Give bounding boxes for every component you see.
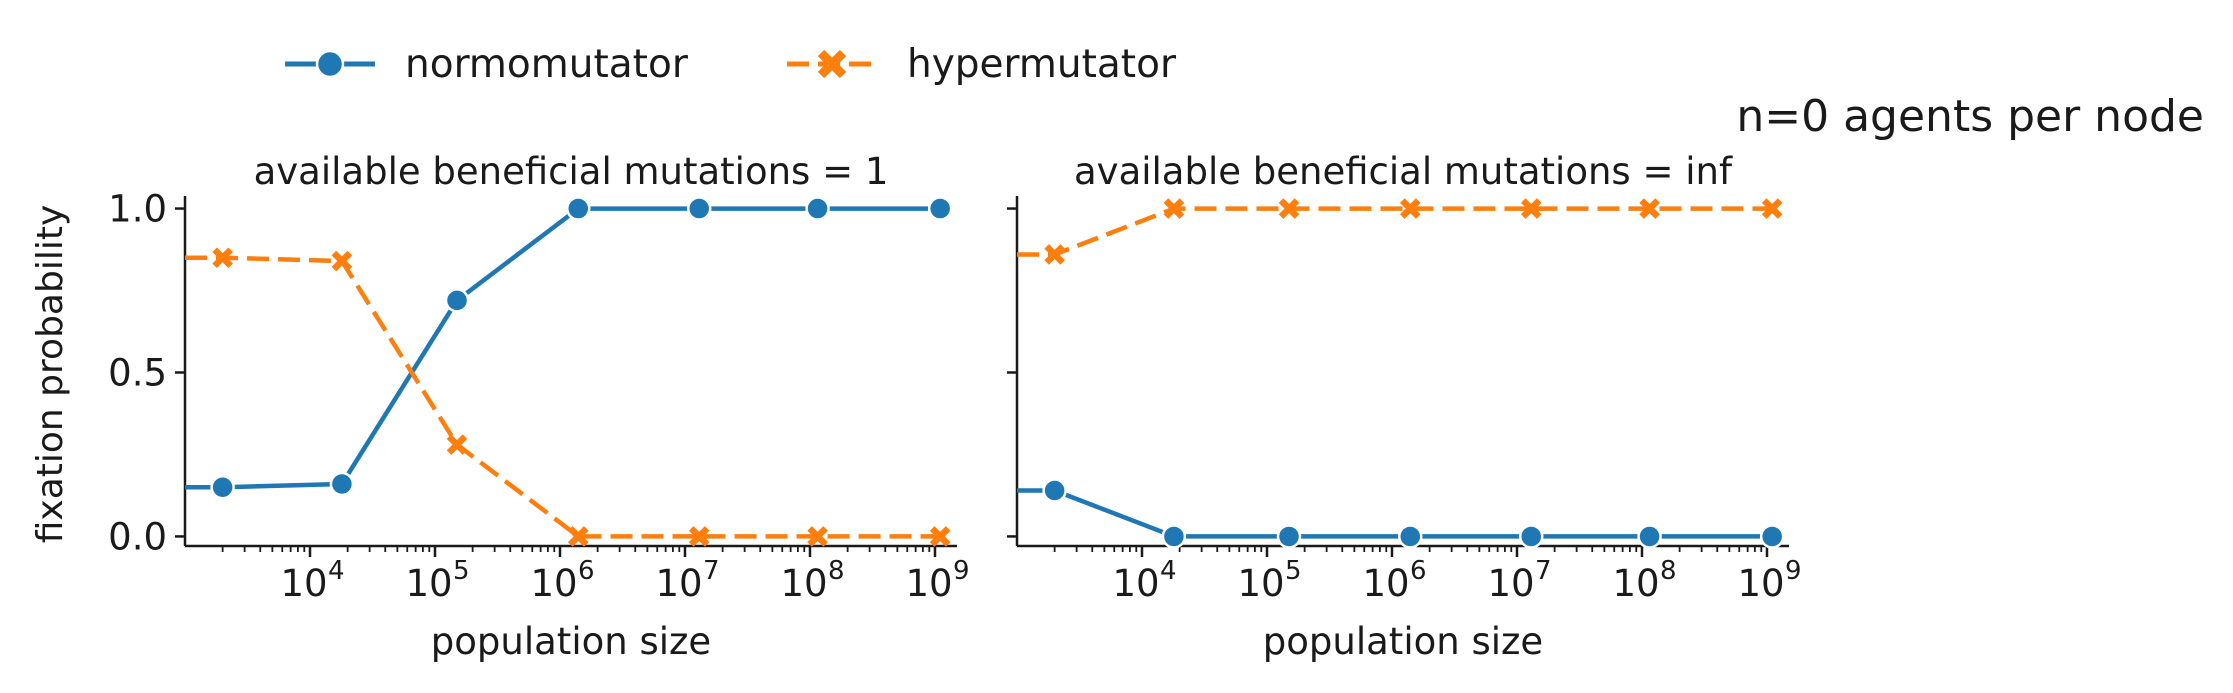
panel-2-line-normomutator [1017, 488, 1773, 539]
panel-2-point-normomutator [1518, 524, 1544, 549]
panel-2-point-hypermutator [1278, 198, 1300, 219]
legend-label-normomutator: normomutator [405, 42, 689, 87]
panel-1-point-hypermutator [331, 250, 353, 272]
panel-2-point-normomutator [1398, 524, 1423, 549]
panel-1-point-normomutator [210, 475, 235, 500]
legend-item-hypermutator: hypermutator [787, 42, 1177, 87]
panel-1-x-tick-exponent: 7 [703, 556, 720, 586]
panel-2-x-tick-exponent: 8 [1660, 556, 1677, 586]
panel-2-x-tick-label: 10 [1112, 562, 1159, 605]
panel-1-axes: 0.00.51.010 4 10 5 10 6 10 7 10 8 10 9 [108, 188, 969, 605]
panel-1-x-tick-label: 10 [905, 562, 952, 605]
panel-1-markers [210, 196, 953, 547]
panel-1-point-hypermutator [212, 247, 233, 269]
panel-1-x-tick-exponent: 8 [828, 556, 845, 586]
panel-2-x-tick-label: 10 [1487, 562, 1534, 605]
panel-2-x-tick-exponent: 4 [1160, 556, 1177, 586]
legend-item-normomutator: normomutator [285, 42, 689, 87]
panel-1-title: available beneficial mutations = 1 [254, 150, 889, 193]
panel-1-x-tick-label: 10 [655, 562, 702, 605]
panel-1-x-tick-label: 10 [280, 562, 327, 605]
y-axis-label: fixation probability [30, 205, 71, 544]
panel-2-x-tick-exponent: 7 [1535, 556, 1552, 586]
panel-2-x-tick-label: 10 [1612, 562, 1659, 605]
panel-2-markers [1042, 198, 1785, 549]
panel-1-point-normomutator [444, 288, 470, 313]
panel-2-point-hypermutator [1044, 244, 1065, 265]
legend-marker-hypermutator [817, 49, 847, 79]
panel-1-x-tick-label: 10 [780, 562, 827, 605]
panel-1-point-normomutator [329, 471, 355, 497]
panel-2-line-hypermutator [1017, 206, 1773, 257]
panel-1-lines [185, 206, 941, 539]
panel-1-point-normomutator [686, 196, 712, 221]
panel-1-x-tick-exponent: 5 [453, 556, 470, 586]
panel-2-point-hypermutator [1761, 198, 1783, 219]
panel-1-point-normomutator [805, 196, 830, 221]
panel-2-title: available beneficial mutations = inf [1074, 150, 1733, 193]
panel-2-lines [1017, 206, 1773, 539]
panel-2-point-normomutator [1276, 524, 1302, 549]
legend-label-hypermutator: hypermutator [907, 42, 1177, 87]
panel-2-x-tick-exponent: 5 [1285, 556, 1302, 586]
panel-1-x-tick-label: 10 [530, 562, 577, 605]
panel-2-x-tick-label: 10 [1362, 562, 1409, 605]
panel-2-point-normomutator [1161, 524, 1187, 549]
panel-2-xlabel: population size [1263, 620, 1543, 663]
panel-2-point-normomutator [1759, 524, 1785, 549]
panel-1-point-hypermutator [929, 526, 951, 547]
panel-1-x-tick-exponent: 9 [953, 556, 970, 586]
figure-suptitle: n=0 agents per node [1736, 91, 2204, 142]
panel-1-x-tick-label: 10 [405, 562, 452, 605]
panel-1-y-tick-label: 1.0 [108, 188, 167, 231]
panel-1-y-tick-label: 0.5 [108, 352, 167, 395]
panel-1-line-hypermutator [185, 255, 941, 539]
panel-2: available beneficial mutations = inf pop… [1007, 150, 1802, 663]
legend-marker-normomutator [315, 49, 345, 79]
panel-1-x-tick-exponent: 6 [578, 556, 595, 586]
panel-1: available beneficial mutations = 1 popul… [108, 150, 969, 663]
panel-1-point-hypermutator [446, 434, 468, 455]
panel-2-point-normomutator [1042, 478, 1067, 503]
panel-1-y-tick-label: 0.0 [108, 515, 167, 558]
panel-1-point-hypermutator [807, 526, 828, 547]
panel-2-point-normomutator [1637, 524, 1662, 549]
panel-1-x-tick-exponent: 4 [328, 556, 345, 586]
panel-1-point-normomutator [566, 196, 591, 221]
panel-2-point-hypermutator [1520, 198, 1542, 219]
panel-2-x-tick-exponent: 9 [1785, 556, 1802, 586]
panel-1-line-normomutator [185, 206, 941, 490]
panel-2-point-hypermutator [1639, 198, 1660, 219]
panel-1-point-hypermutator [688, 526, 710, 547]
panel-2-x-tick-exponent: 6 [1410, 556, 1427, 586]
panel-1-point-hypermutator [567, 526, 589, 547]
panel-2-point-hypermutator [1163, 198, 1185, 219]
panel-2-x-tick-label: 10 [1737, 562, 1784, 605]
panel-1-xlabel: population size [431, 620, 711, 663]
panel-2-point-hypermutator [1399, 198, 1421, 219]
panel-2-x-tick-label: 10 [1237, 562, 1284, 605]
panel-1-point-normomutator [927, 196, 953, 221]
legend: normomutator hypermutator [285, 42, 1177, 87]
